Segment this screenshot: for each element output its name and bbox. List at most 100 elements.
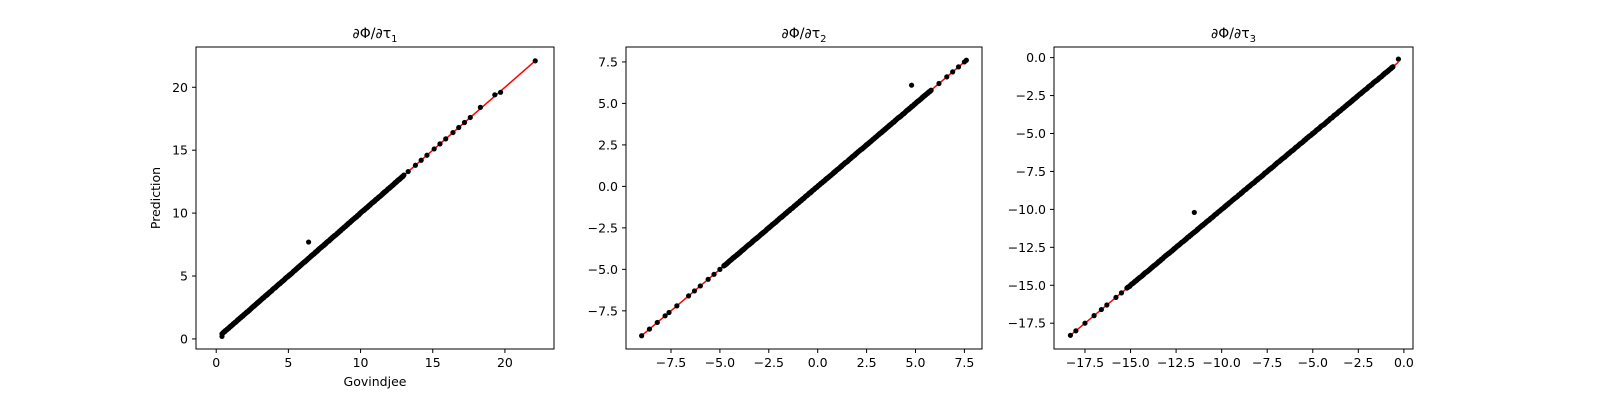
data-point <box>711 271 717 277</box>
y-tick-label: −2.5 <box>1016 88 1046 103</box>
data-point <box>950 69 956 75</box>
subplot-3: −17.5 −15.0 −12.5 −10.0 −7.5 −5.0 −2.5 0.0 −17.5… <box>1008 26 1414 370</box>
data-point <box>424 152 430 158</box>
data-point <box>437 141 443 147</box>
data-point <box>1091 313 1097 319</box>
y-tick-label: −7.5 <box>588 303 618 318</box>
x-tick-label: 10 <box>353 355 369 370</box>
data-point <box>492 92 498 98</box>
x-tick-label: −12.5 <box>1157 355 1195 370</box>
y-tick-label: 5 <box>180 269 188 284</box>
y-tick-label: 5.0 <box>598 96 618 111</box>
data-point <box>219 333 225 340</box>
data-point <box>685 293 692 299</box>
data-point <box>936 80 942 87</box>
x-tick-label: 5.0 <box>906 355 926 370</box>
y-tick-label: −5.0 <box>588 262 618 277</box>
x-tick-label: 0 <box>212 355 220 370</box>
data-point <box>1390 64 1396 70</box>
data-point <box>705 276 711 282</box>
chart-title: ∂Φ/∂τ3 <box>1211 26 1256 45</box>
data-point <box>963 57 969 63</box>
y-tick-label: −17.5 <box>1008 316 1046 331</box>
y-tick-label: −15.0 <box>1008 278 1046 293</box>
y-tick-label: 10 <box>172 206 188 221</box>
data-point <box>1098 306 1104 313</box>
x-tick-label: 15 <box>425 355 441 370</box>
data-point <box>955 64 962 70</box>
data-point <box>467 114 473 121</box>
y-tick-label: 0.0 <box>598 179 618 194</box>
data-point <box>662 313 668 319</box>
data-point <box>497 89 504 95</box>
data-point <box>646 326 653 332</box>
x-tick-label: −7.5 <box>656 355 686 370</box>
data-point <box>477 104 483 110</box>
data-point <box>1118 290 1125 296</box>
data-point <box>674 303 680 309</box>
data-point <box>1191 209 1197 216</box>
y-tick-label: 7.5 <box>598 54 618 69</box>
plot-area <box>1067 56 1402 338</box>
y-tick-label: 0 <box>180 331 188 346</box>
plot-area <box>639 57 969 339</box>
x-tick-label: 5 <box>284 355 292 370</box>
chart-title: ∂Φ/∂τ1 <box>352 26 397 45</box>
y-tick-label: −5.0 <box>1016 126 1046 141</box>
x-tick-label: 0.0 <box>1394 355 1414 370</box>
x-tick-label: −2.5 <box>754 355 784 370</box>
data-point <box>443 136 449 142</box>
data-point <box>639 333 645 339</box>
data-point <box>456 124 462 131</box>
x-tick-label: 7.5 <box>954 355 974 370</box>
subplot-1: 0 5 10 15 20 0 5 10 15 20 ∂Φ/∂τ1 Govindjee Predictio… <box>148 26 555 389</box>
y-tick-label: 0.0 <box>1026 50 1046 65</box>
y-tick-label: −7.5 <box>1016 164 1046 179</box>
y-tick-label: 15 <box>172 143 188 158</box>
data-point <box>908 82 915 88</box>
data-point <box>944 74 950 80</box>
data-point <box>431 146 437 152</box>
data-point <box>1113 294 1119 301</box>
x-tick-label: 20 <box>497 355 513 370</box>
y-tick-label: 20 <box>172 80 188 95</box>
data-point <box>697 283 703 289</box>
y-tick-label: −10.0 <box>1008 202 1046 217</box>
data-point <box>928 87 934 93</box>
data-point <box>1104 302 1110 308</box>
y-tick-label: −12.5 <box>1008 240 1046 255</box>
data-point <box>305 239 312 245</box>
x-axis-label: Govindjee <box>344 374 407 389</box>
data-point <box>666 309 672 316</box>
x-tick-label: −15.0 <box>1111 355 1149 370</box>
x-tick-label: −2.5 <box>1343 355 1373 370</box>
x-tick-label: 2.5 <box>857 355 877 370</box>
plot-area <box>219 58 538 340</box>
y-axis-label: Prediction <box>148 167 163 229</box>
data-point <box>450 129 456 136</box>
axes-frame <box>625 46 983 350</box>
data-point <box>1073 328 1079 334</box>
subplot-2: −7.5 −5.0 −2.5 0.0 2.5 5.0 7.5 −7.5 −5.0 −2.5 0.0 2… <box>588 26 983 370</box>
axes-frame <box>195 46 555 350</box>
x-tick-label: −5.0 <box>705 355 735 370</box>
x-tick-label: 0.0 <box>808 355 828 370</box>
x-tick-label: −10.0 <box>1202 355 1240 370</box>
data-point <box>461 119 468 126</box>
data-point <box>412 162 419 168</box>
axes-frame <box>1053 46 1414 350</box>
data-point <box>717 266 723 272</box>
x-tick-label: −7.5 <box>1252 355 1282 370</box>
data-point <box>1067 332 1074 338</box>
data-point <box>1395 56 1402 62</box>
x-tick-label: −5.0 <box>1298 355 1328 370</box>
chart-title: ∂Φ/∂τ2 <box>781 26 826 45</box>
data-point <box>401 172 407 178</box>
data-point <box>405 168 411 175</box>
data-point <box>532 58 538 64</box>
data-point <box>654 319 660 326</box>
y-tick-label: −2.5 <box>588 220 618 235</box>
data-point <box>1082 320 1088 326</box>
x-tick-label: −17.5 <box>1066 355 1104 370</box>
